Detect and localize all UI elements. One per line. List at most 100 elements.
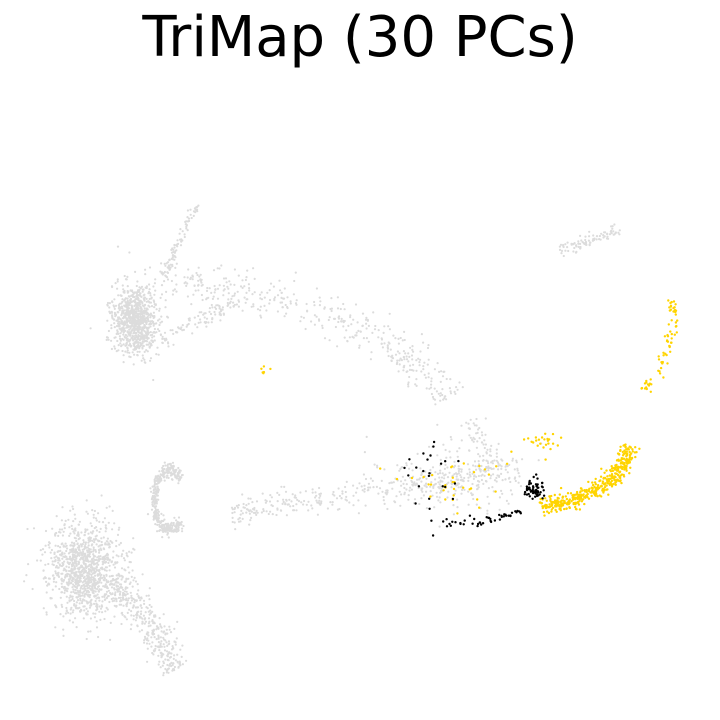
scatter-point [100, 604, 103, 607]
scatter-point [494, 490, 497, 493]
scatter-point [205, 317, 209, 320]
scatter-point [138, 339, 141, 342]
scatter-point [154, 289, 157, 292]
scatter-point [515, 459, 518, 462]
scatter-point [175, 519, 178, 522]
scatter-point [131, 321, 134, 324]
scatter-point [319, 503, 322, 506]
scatter-point [248, 287, 251, 290]
scatter-point [122, 591, 125, 595]
scatter-point [310, 320, 313, 323]
scatter-point [142, 599, 146, 602]
scatter-point [111, 300, 114, 303]
scatter-point [115, 588, 118, 591]
scatter-point [463, 488, 466, 491]
scatter-point [281, 306, 284, 309]
scatter-point [123, 324, 126, 327]
scatter-point [665, 339, 669, 343]
scatter-point [216, 267, 219, 270]
scatter-point [613, 223, 616, 226]
scatter-point [180, 523, 183, 526]
scatter-point [75, 560, 78, 563]
scatter-point [143, 358, 146, 361]
scatter-point [153, 293, 156, 296]
scatter-point [162, 636, 165, 639]
scatter-point [193, 316, 196, 319]
scatter-point [150, 305, 154, 308]
scatter-point [111, 509, 114, 512]
scatter-point [222, 284, 225, 287]
scatter-point [449, 378, 452, 381]
scatter-point [315, 499, 318, 502]
scatter-point [286, 296, 289, 299]
scatter-point [501, 479, 504, 482]
scatter-point [549, 447, 552, 451]
scatter-point [119, 306, 122, 309]
scatter-point [293, 279, 296, 283]
scatter-point [251, 501, 254, 504]
scatter-point [153, 495, 156, 498]
scatter-point [458, 447, 461, 450]
scatter-point [183, 276, 186, 279]
scatter-point [160, 479, 163, 482]
scatter-point [68, 563, 71, 566]
scatter-point [147, 320, 150, 323]
scatter-point [69, 595, 72, 598]
scatter-point [129, 581, 132, 584]
scatter-point [159, 525, 162, 529]
scatter-point [27, 563, 30, 566]
scatter-point [625, 459, 628, 462]
scatter-point [191, 332, 194, 335]
scatter-point [47, 543, 50, 547]
scatter-point [487, 469, 490, 472]
scatter-point [153, 636, 156, 639]
scatter-point [546, 437, 549, 441]
scatter-point [202, 313, 205, 316]
scatter-point [553, 493, 556, 497]
scatter-point [439, 480, 442, 483]
scatter-point [105, 569, 108, 572]
scatter-point [173, 665, 176, 669]
scatter-point [197, 284, 200, 287]
scatter-point [418, 477, 422, 480]
scatter-point [173, 472, 176, 475]
scatter-point [199, 273, 202, 276]
scatter-point [203, 321, 206, 324]
scatter-point [450, 486, 453, 489]
scatter-point [350, 323, 353, 326]
scatter-point [163, 280, 166, 283]
scatter-point [88, 584, 91, 588]
scatter-point [390, 355, 393, 358]
scatter-point [125, 605, 128, 608]
scatter-point [602, 491, 605, 494]
scatter-point [197, 314, 200, 318]
scatter-point [136, 317, 139, 320]
scatter-point [228, 280, 231, 283]
scatter-point [97, 596, 100, 599]
scatter-point [456, 455, 459, 458]
scatter-point [386, 507, 389, 511]
scatter-point [133, 321, 136, 324]
scatter-point [495, 476, 498, 480]
scatter-point [473, 475, 476, 478]
scatter-point [103, 576, 106, 579]
scatter-point [405, 483, 408, 486]
scatter-point [649, 390, 652, 393]
scatter-point [227, 298, 230, 301]
scatter-point [82, 617, 85, 620]
scatter-point [163, 630, 166, 633]
scatter-point [105, 596, 108, 600]
scatter-point [154, 486, 157, 489]
scatter-point [79, 558, 82, 561]
scatter-point [531, 488, 534, 491]
scatter-point [95, 620, 98, 623]
scatter-point [419, 467, 422, 470]
scatter-point [556, 499, 559, 502]
scatter-point [537, 459, 540, 462]
scatter-point [142, 357, 145, 360]
scatter-point [439, 399, 442, 402]
scatter-point [391, 487, 394, 490]
scatter-point [586, 496, 589, 499]
scatter-point [506, 471, 509, 474]
scatter-point [36, 559, 39, 562]
